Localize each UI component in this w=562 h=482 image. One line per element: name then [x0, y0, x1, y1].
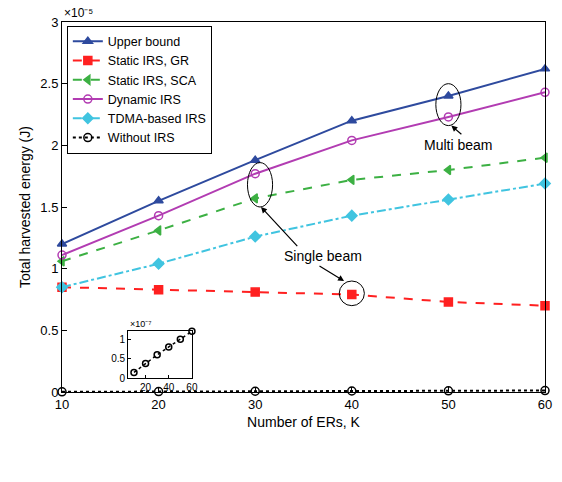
svg-text:Multi beam: Multi beam: [424, 137, 492, 153]
svg-text:1.5: 1.5: [40, 200, 58, 215]
svg-text:Without IRS: Without IRS: [108, 131, 175, 145]
svg-text:60: 60: [538, 397, 552, 412]
svg-text:1: 1: [51, 261, 58, 276]
svg-text:1: 1: [120, 334, 126, 345]
svg-text:Upper bound: Upper bound: [108, 35, 180, 49]
svg-text:0.5: 0.5: [40, 323, 58, 338]
svg-text:30: 30: [248, 397, 262, 412]
svg-text:20: 20: [140, 382, 152, 393]
svg-text:20: 20: [151, 397, 165, 412]
svg-text:3: 3: [51, 15, 58, 30]
svg-text:×10⁻⁷: ×10⁻⁷: [130, 319, 152, 329]
svg-text:2: 2: [51, 138, 58, 153]
svg-text:0.5: 0.5: [111, 353, 125, 364]
svg-text:2.5: 2.5: [40, 76, 58, 91]
svg-text:50: 50: [441, 397, 455, 412]
svg-text:4. Total harvested energy ver: 4. Total harvested energy versus K.: [211, 481, 397, 482]
svg-text:×10⁻⁵: ×10⁻⁵: [64, 6, 93, 20]
svg-text:Static IRS, GR: Static IRS, GR: [108, 54, 189, 68]
svg-text:Total harvested energy (J): Total harvested energy (J): [17, 126, 33, 288]
svg-text:10: 10: [55, 397, 69, 412]
svg-text:Dynamic IRS: Dynamic IRS: [108, 93, 181, 107]
svg-text:Single beam: Single beam: [284, 248, 362, 264]
svg-text:0: 0: [51, 385, 58, 400]
svg-text:40: 40: [163, 382, 175, 393]
svg-text:Number of ERs, K: Number of ERs, K: [247, 414, 360, 430]
svg-text:60: 60: [186, 382, 198, 393]
svg-text:40: 40: [345, 397, 359, 412]
svg-text:Static IRS, SCA: Static IRS, SCA: [108, 74, 197, 88]
svg-text:0: 0: [120, 373, 126, 384]
svg-text:TDMA-based IRS: TDMA-based IRS: [108, 112, 206, 126]
